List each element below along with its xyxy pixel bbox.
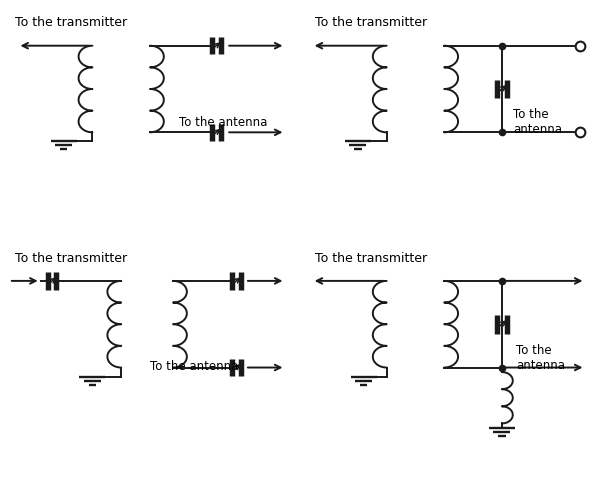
Text: To the transmitter: To the transmitter	[314, 252, 427, 264]
Text: To the antenna: To the antenna	[179, 116, 267, 129]
Text: To the transmitter: To the transmitter	[314, 16, 427, 29]
Text: To the antenna: To the antenna	[150, 360, 238, 373]
Text: To the
antenna: To the antenna	[514, 108, 562, 136]
Text: To the transmitter: To the transmitter	[14, 16, 127, 29]
Text: To the
antenna: To the antenna	[516, 344, 565, 372]
Text: To the transmitter: To the transmitter	[14, 252, 127, 264]
